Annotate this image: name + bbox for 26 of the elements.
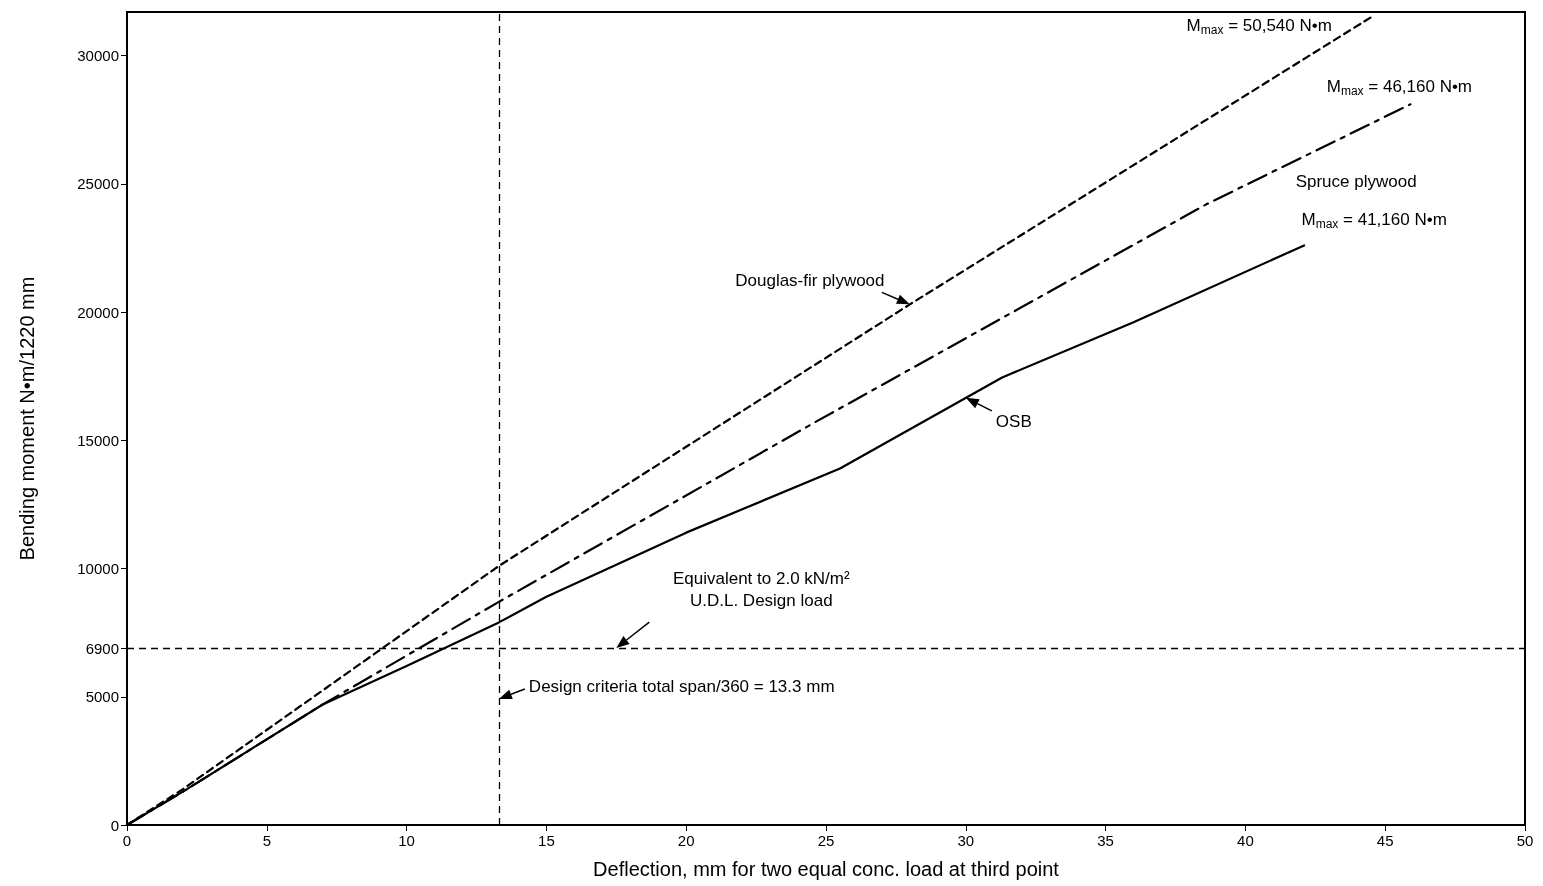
- y-tick-label: 6900: [85, 639, 119, 657]
- y-tick-label: 10000: [77, 560, 119, 578]
- x-tick-label: 50: [1516, 832, 1534, 849]
- ref-line-label: Equivalent to 2.0 kN/m² U.D.L. Design load: [672, 568, 850, 610]
- x-tick-label: 10: [398, 832, 415, 849]
- x-tick-label: 30: [957, 832, 975, 849]
- x-tick-label: 40: [1237, 832, 1254, 849]
- y-tick-label: 30000: [77, 47, 119, 65]
- y-axis-title: Bending moment N•m/1220 mm: [16, 276, 38, 561]
- x-tick-label: 0: [122, 832, 132, 849]
- x-tick-label: 45: [1376, 832, 1394, 849]
- series-label: Spruce plywood: [1295, 171, 1417, 191]
- x-tick-label: 15: [538, 832, 555, 849]
- series-label: OSB: [995, 412, 1032, 432]
- y-tick-label: 5000: [85, 688, 119, 706]
- x-tick-label: 25: [817, 832, 835, 849]
- y-tick-label: 25000: [77, 175, 119, 193]
- x-tick-label: 20: [677, 832, 695, 849]
- y-tick-label: 0: [110, 816, 119, 834]
- ref-line-label: Design criteria total span/360 = 13.3 mm: [528, 677, 835, 697]
- y-tick-label: 15000: [77, 431, 119, 449]
- x-axis-title: Deflection, mm for two equal conc. load at third point: [593, 858, 1060, 880]
- series-label: Douglas-fir plywood: [735, 270, 885, 290]
- x-tick-label: 35: [1097, 832, 1114, 849]
- x-tick-label: 5: [262, 832, 271, 849]
- y-tick-label: 20000: [77, 303, 119, 321]
